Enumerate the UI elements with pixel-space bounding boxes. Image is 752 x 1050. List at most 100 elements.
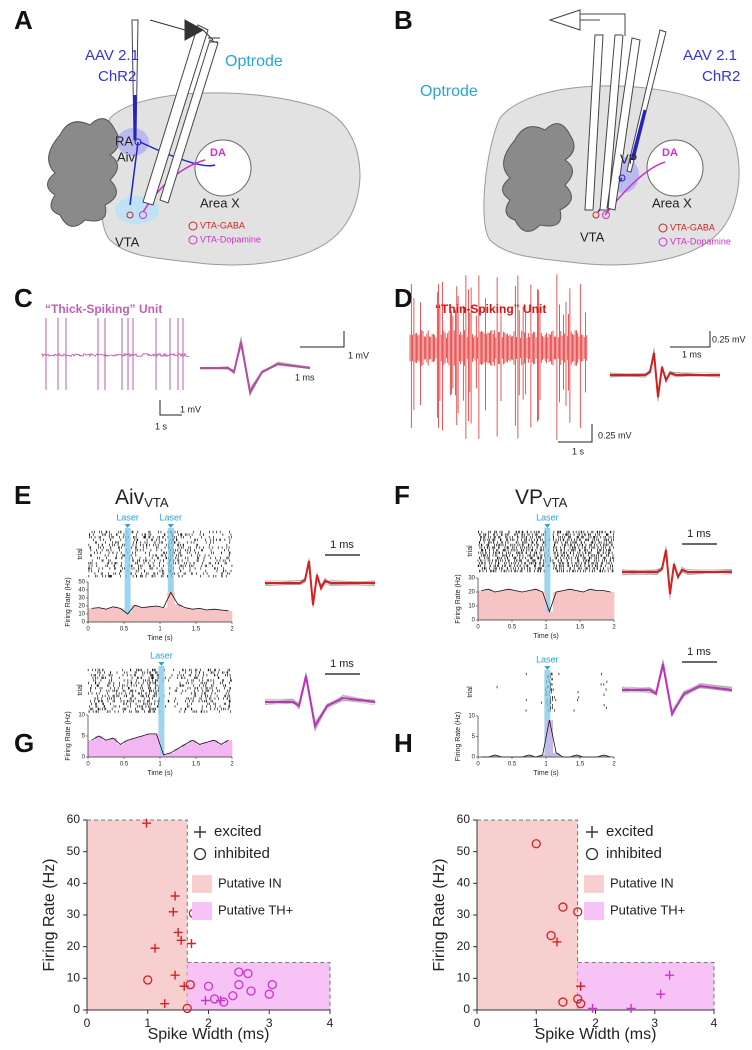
panel-letter: E bbox=[14, 480, 31, 510]
rate-bin bbox=[518, 592, 526, 620]
x-tick-label: 0 bbox=[474, 1016, 481, 1030]
legend-text: VTA-GABA bbox=[200, 220, 245, 230]
point-circle bbox=[585, 847, 599, 861]
panel-letter: D bbox=[394, 283, 413, 313]
neuron bbox=[139, 211, 147, 219]
x-axis-title: Spike Width (ms) bbox=[148, 1026, 270, 1043]
region bbox=[187, 962, 330, 1010]
laser-stripe bbox=[544, 670, 551, 757]
da-label: DA bbox=[662, 147, 678, 159]
rate-bin bbox=[116, 744, 125, 757]
legend-label: Putative IN bbox=[218, 875, 282, 890]
title-main: VP bbox=[515, 486, 543, 509]
rate-line bbox=[91, 591, 229, 615]
neuron bbox=[126, 211, 134, 219]
y-tick-label: 0 bbox=[463, 1002, 470, 1016]
rate-bin bbox=[600, 754, 608, 757]
y-tick-label: 50 bbox=[78, 580, 85, 586]
legend-da bbox=[658, 237, 668, 247]
rate-bin bbox=[546, 720, 554, 757]
x-axis-title: Time (s) bbox=[147, 770, 172, 777]
point-circle bbox=[558, 997, 568, 1007]
region bbox=[577, 962, 714, 1010]
wave-trial bbox=[199, 345, 311, 396]
neuron bbox=[592, 211, 600, 219]
scale-label: 1 mV bbox=[348, 350, 369, 360]
rate-bin bbox=[210, 740, 218, 757]
rate-bin bbox=[566, 589, 574, 620]
laser-arrow bbox=[158, 662, 165, 666]
rate-bin bbox=[552, 592, 560, 620]
legend-label: Putative TH+ bbox=[218, 902, 293, 917]
rate-bin bbox=[131, 738, 139, 757]
y-tick-label: 0 bbox=[472, 755, 476, 761]
x-tick-label: 2 bbox=[592, 1016, 599, 1030]
x-tick-label: 0.5 bbox=[120, 627, 129, 633]
rate-bin bbox=[512, 590, 520, 620]
point-plus bbox=[588, 1003, 598, 1013]
rate-bin bbox=[174, 748, 182, 757]
region bbox=[477, 820, 578, 1010]
point-circle bbox=[182, 1003, 192, 1014]
rate-bin bbox=[196, 744, 204, 757]
wave-mean bbox=[200, 341, 311, 395]
rate-bin bbox=[525, 754, 533, 757]
rate-bin bbox=[109, 606, 118, 622]
x-tick-label: 2 bbox=[612, 625, 616, 631]
legend-label: inhibited bbox=[606, 845, 662, 862]
wave-mean bbox=[622, 549, 732, 595]
x-tick-label: 1 bbox=[533, 1016, 540, 1030]
point-circle bbox=[203, 981, 214, 991]
point-circle bbox=[234, 980, 244, 990]
wave-trial bbox=[199, 343, 311, 397]
rate-bin bbox=[224, 740, 233, 757]
wave-trial bbox=[609, 349, 721, 394]
wave-trial bbox=[199, 336, 311, 389]
rate-bin bbox=[88, 608, 96, 622]
point-circle bbox=[193, 847, 207, 861]
point-plus bbox=[173, 927, 183, 937]
point-circle bbox=[573, 994, 583, 1004]
rate-bin bbox=[116, 608, 125, 622]
virus-label: AAV 2.1 bbox=[683, 47, 737, 64]
rate-bin bbox=[607, 592, 615, 620]
rate-bin bbox=[498, 590, 506, 620]
rate-bin bbox=[559, 590, 567, 620]
panel-letter: B bbox=[394, 5, 413, 35]
trial-label: trial bbox=[77, 684, 84, 696]
rate-bin bbox=[491, 754, 499, 757]
y-axis-title: Firing Rate (Hz) bbox=[65, 577, 72, 626]
rate-bin bbox=[491, 592, 499, 620]
rate-bin bbox=[203, 742, 211, 757]
region-border bbox=[577, 962, 715, 1010]
legend-label: excited bbox=[606, 823, 654, 840]
y-tick-label: 0 bbox=[82, 755, 86, 761]
legend-text: VTA-Dopamine bbox=[200, 234, 261, 244]
scale-label: 1 ms bbox=[330, 658, 354, 670]
optrode bbox=[584, 34, 641, 211]
x-tick-label: 0 bbox=[84, 1016, 91, 1030]
x-tick-label: 1.5 bbox=[576, 762, 585, 768]
x-axis-title: Spike Width (ms) bbox=[535, 1026, 657, 1043]
amplifier bbox=[149, 19, 220, 43]
opsin-label: ChR2 bbox=[98, 68, 136, 85]
laser-stripe bbox=[158, 666, 165, 757]
x-tick-label: 2 bbox=[230, 762, 234, 768]
legend-swatch bbox=[584, 902, 604, 920]
legend-label: inhibited bbox=[214, 845, 270, 862]
y-tick-label: 30 bbox=[468, 576, 475, 582]
area-x bbox=[646, 139, 704, 197]
opsin-label: ChR2 bbox=[702, 68, 740, 85]
y-tick-label: 40 bbox=[78, 588, 85, 594]
neuron bbox=[134, 138, 142, 146]
wave-mean bbox=[265, 560, 375, 606]
x-tick-label: 1.5 bbox=[192, 762, 201, 768]
y-tick-label: 20 bbox=[457, 939, 471, 953]
panel-letter: H bbox=[394, 728, 413, 758]
rate-bin bbox=[532, 589, 540, 620]
x-tick-label: 3 bbox=[651, 1016, 658, 1030]
wave-trial bbox=[264, 560, 376, 603]
point-plus bbox=[586, 826, 598, 838]
rate-bin bbox=[160, 754, 168, 757]
title-main: Aiv bbox=[115, 486, 145, 509]
